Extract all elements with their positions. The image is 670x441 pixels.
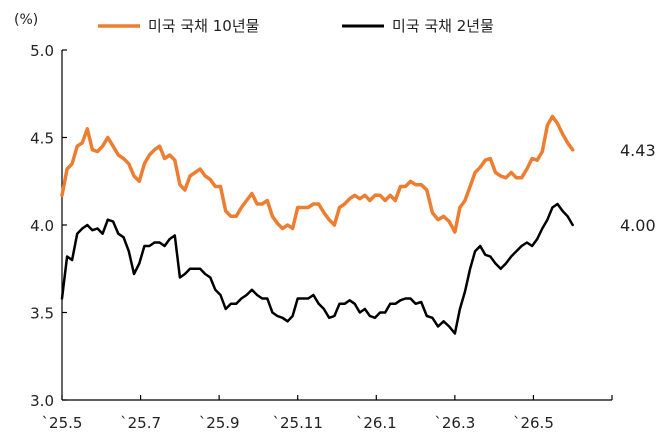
y-axis: 5.0 4.5 4.0 3.5 3.0	[30, 42, 67, 410]
x-tick-label: `25.9	[199, 414, 240, 432]
series-line-2y	[60, 202, 574, 335]
legend: 미국 국채 10년물 미국 국채 2년물	[98, 17, 494, 35]
end-label-2y: 4.00	[620, 216, 656, 235]
legend-label-10y: 미국 국채 10년물	[148, 17, 259, 35]
x-tick-label: `26.1	[356, 414, 397, 432]
x-axis: `25.5 `25.7 `25.9 `25.11 `26.1 `26.3 `26.5	[42, 395, 613, 432]
y-tick-label: 4.5	[30, 130, 54, 148]
y-tick-label: 5.0	[30, 42, 54, 60]
series-line-10y	[60, 114, 575, 234]
x-tick-label: `25.11	[272, 414, 322, 432]
end-label-10y: 4.43	[620, 141, 656, 160]
end-labels: 4.43 4.00	[620, 141, 656, 235]
y-tick-label: 3.0	[30, 392, 54, 410]
x-tick-label: `26.3	[434, 414, 475, 432]
series-layer	[60, 114, 575, 335]
x-tick-label: `25.7	[120, 414, 161, 432]
y-tick-label: 3.5	[30, 305, 54, 323]
legend-label-2y: 미국 국채 2년물	[392, 17, 494, 35]
x-tick-label: `26.5	[513, 414, 554, 432]
y-tick-label: 4.0	[30, 217, 54, 235]
y-unit-label: (%)	[14, 12, 38, 28]
x-tick-label: `25.5	[42, 414, 83, 432]
